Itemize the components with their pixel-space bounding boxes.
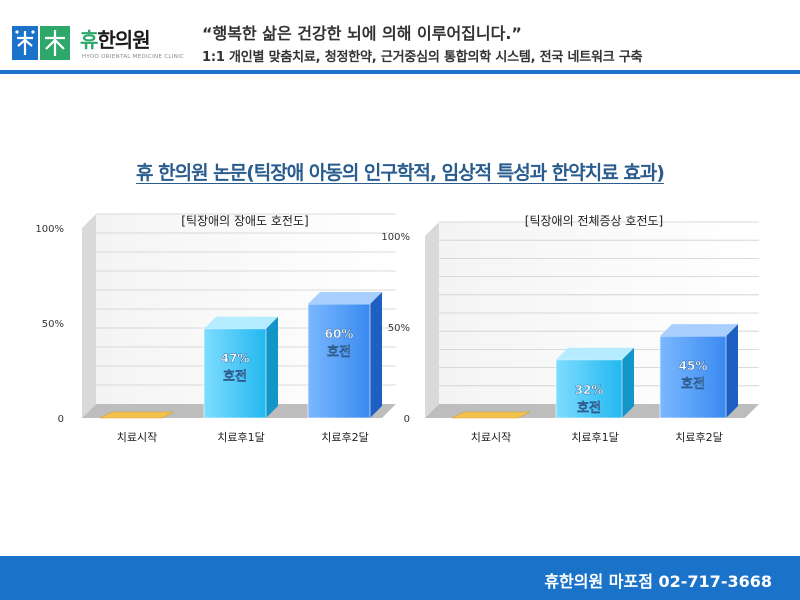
bar — [307, 303, 371, 419]
page-title: 휴 한의원 논문(틱장애 아동의 인구학적, 임상적 특성과 한약치료 효과) — [136, 162, 665, 184]
y-tick-label: 0 — [404, 414, 410, 425]
bar-top — [204, 316, 278, 329]
logo-subtitle: HYOO ORIENTAL MEDICINE CLINIC — [82, 54, 185, 60]
bar-baseline — [99, 411, 175, 419]
bar-top — [660, 324, 738, 337]
chart-side-wall — [82, 214, 96, 418]
footer-contact[interactable]: 휴한의원 마포점 02-717-3668 — [544, 572, 772, 591]
x-category-label: 치료시작 — [471, 431, 511, 444]
y-tick-label: 100% — [35, 224, 64, 235]
bar-sublabel: 호전 — [681, 376, 705, 392]
chart-title: [틱장애의 장애도 호전도] — [181, 214, 308, 228]
x-category-label: 치료후1달 — [217, 431, 264, 444]
x-category-label: 치료후2달 — [675, 431, 722, 444]
y-tick-label: 50% — [388, 323, 410, 334]
bar-value-label: 32% — [575, 383, 604, 397]
footer: 휴한의원 마포점 02-717-3668 — [0, 556, 800, 600]
bar-side — [266, 316, 278, 418]
bar-sublabel: 호전 — [223, 369, 247, 385]
chart-title: [틱장애의 전체증상 호전도] — [525, 214, 663, 228]
logo-name: 휴한의원 — [80, 28, 151, 52]
bar-baseline — [451, 411, 531, 419]
bar-value-label: 45% — [679, 359, 708, 373]
x-category-label: 치료후1달 — [571, 431, 618, 444]
slogan-line-1: “행복한 삶은 건강한 뇌에 의해 이루어집니다.” — [202, 24, 522, 43]
bar-top — [556, 347, 634, 360]
bar-top — [308, 292, 382, 304]
bar-value-label: 47% — [221, 352, 250, 366]
bar — [203, 328, 267, 419]
header-divider — [0, 70, 800, 74]
bar-side — [370, 292, 382, 418]
logo-mark-icon — [12, 26, 70, 60]
bar-sublabel: 호전 — [577, 400, 601, 416]
bar-side — [726, 324, 738, 418]
logo[interactable]: 휴한의원 HYOO ORIENTAL MEDICINE CLINIC — [12, 22, 190, 66]
x-category-label: 치료시작 — [117, 431, 157, 444]
x-category-label: 치료후2달 — [321, 431, 368, 444]
header: 휴한의원 HYOO ORIENTAL MEDICINE CLINIC “행복한 … — [0, 0, 800, 70]
bar-sublabel: 호전 — [327, 344, 351, 360]
bar-side — [622, 347, 634, 418]
bar — [555, 359, 623, 419]
slogan-line-2: 1:1 개인별 맞춤치료, 청정한약, 근거중심의 통합의학 시스템, 전국 네… — [202, 50, 643, 65]
y-tick-label: 0 — [58, 414, 64, 425]
bar — [659, 335, 727, 419]
y-tick-label: 100% — [381, 232, 410, 243]
y-tick-label: 50% — [42, 319, 64, 330]
bar-value-label: 60% — [325, 327, 354, 341]
chart-side-wall — [425, 222, 439, 418]
